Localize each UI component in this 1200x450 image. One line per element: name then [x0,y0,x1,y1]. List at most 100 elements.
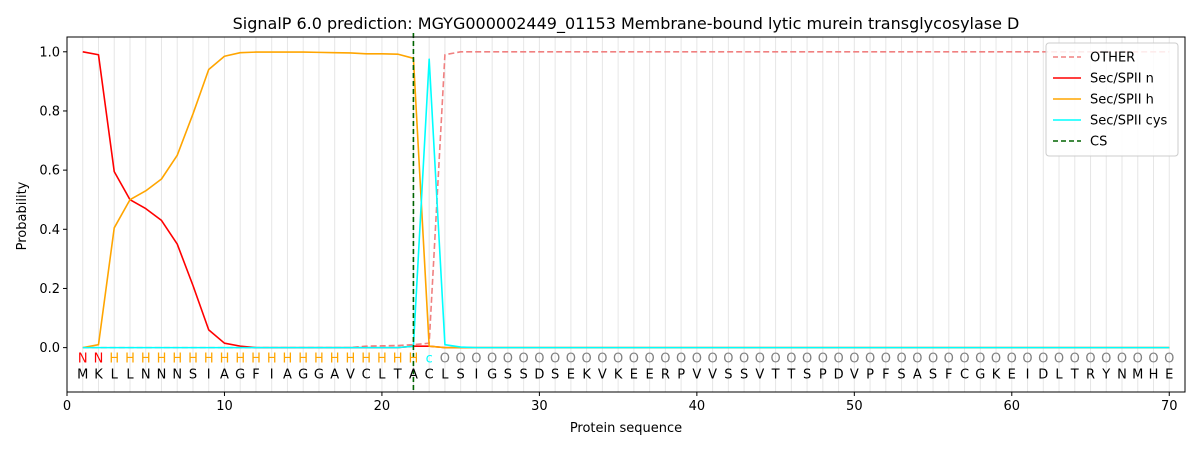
region-label: O [676,351,686,366]
x-tick-label: 50 [846,399,863,414]
sequence-letter: A [409,368,418,383]
region-label: O [645,351,655,366]
sequence-letter: T [771,368,780,383]
legend-box [1045,42,1179,157]
region-label: c [426,351,433,366]
sequence-letter: L [126,368,134,383]
region-label: O [519,351,529,366]
sequence-letter: D [1038,368,1048,383]
region-label: O [991,351,1001,366]
region-label: O [975,351,985,366]
legend: OTHER Sec/SPII n Sec/SPII h Sec/SPII cys CS [1045,42,1179,157]
region-label: O [566,351,576,366]
region-label: O [1085,351,1095,366]
legend-label: OTHER [1090,51,1135,66]
sequence-letter: S [929,368,937,383]
sequence-letter: N [1117,368,1127,383]
region-label: O [1148,351,1158,366]
region-label: H [298,351,308,366]
sequence-letter: C [362,368,371,383]
sequence-letter: F [882,368,889,383]
sequence-letter: M [77,368,88,383]
grid-lines [82,37,1170,392]
sequence-letter: S [189,368,197,383]
sequence-letter: V [692,368,701,383]
series-line-other [82,50,1170,349]
sequence-letter: I [270,368,274,383]
sequence-letter: K [582,368,591,383]
sequence-letter: L [441,368,449,383]
region-label: H [409,351,419,366]
region-label: O [802,351,812,366]
x-tick-label: 10 [216,399,233,414]
region-label: H [125,351,135,366]
region-label: O [865,351,875,366]
region-label: H [188,351,198,366]
region-label: O [833,351,843,366]
axes: 0 10 20 30 40 50 60 70 0.0 0.2 0.4 0.6 0.8 1.0 [39,36,1186,414]
y-tick-label: 0.8 [39,104,60,119]
sequence-letter: P [677,368,685,383]
region-label: O [1007,351,1017,366]
sequence-letter: I [207,368,211,383]
y-tick-label: 0.2 [39,282,60,297]
sequence-letter: A [220,368,229,383]
legend-label: Sec/SPII cys [1090,114,1168,129]
sequence-letter: A [283,368,292,383]
region-label: O [786,351,796,366]
region-label: H [393,351,403,366]
sequence-letter: E [630,368,638,383]
sequence-letter: V [850,368,859,383]
y-tick-label: 0.4 [39,223,60,238]
region-label: O [818,351,828,366]
region-label: O [613,351,623,366]
series-line-sec-spii-n [82,51,1170,349]
region-label: O [456,351,466,366]
sequence-letter: F [945,368,952,383]
region-label: O [896,351,906,366]
sequence-letter: A [913,368,922,383]
region-label: H [251,351,261,366]
region-label: H [267,351,277,366]
sequence-letter: N [141,368,151,383]
sequence-letter: G [314,368,324,383]
region-label: H [330,351,340,366]
sequence-letter: R [661,368,670,383]
region-label: H [204,351,214,366]
region-label: O [597,351,607,366]
sequence-letter: V [598,368,607,383]
region-label: H [109,351,119,366]
legend-label: Sec/SPII n [1090,72,1154,87]
region-label: O [1101,351,1111,366]
region-label: O [1070,351,1080,366]
sequence-letter: G [235,368,245,383]
x-tick-label: 20 [374,399,391,414]
sequence-letter: G [298,368,308,383]
region-label: H [235,351,245,366]
region-label: H [220,351,230,366]
x-tick-label: 0 [63,399,71,414]
sequence-letter: C [960,368,969,383]
sequence-letter: S [520,368,528,383]
sequence-letter: E [1008,368,1016,383]
series-line-sec-spii-cys [82,58,1170,349]
region-label: N [78,351,88,366]
sequence-letter: S [724,368,732,383]
region-label: O [1022,351,1032,366]
x-tick-label: 70 [1161,399,1178,414]
x-tick-label: 60 [1004,399,1021,414]
region-label: O [550,351,560,366]
sequence-letter: T [786,368,795,383]
y-tick-label: 0.0 [39,341,60,356]
region-label: O [912,351,922,366]
sequence-letter: L [378,368,386,383]
sequence-letter: S [504,368,512,383]
region-label: O [660,351,670,366]
sequence-letter: V [708,368,717,383]
region-label: O [1054,351,1064,366]
region-label: H [314,351,324,366]
region-label: O [1133,351,1143,366]
region-label: O [723,351,733,366]
sequence-letter: S [457,368,465,383]
